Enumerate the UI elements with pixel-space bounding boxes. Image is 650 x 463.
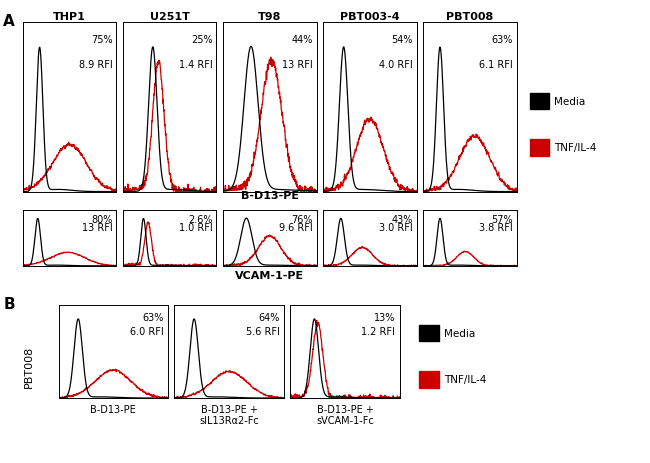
Text: 3.8 RFI: 3.8 RFI bbox=[479, 223, 513, 233]
Text: 25%: 25% bbox=[191, 35, 213, 45]
Text: B-D13-PE: B-D13-PE bbox=[240, 191, 299, 201]
Text: 6.0 RFI: 6.0 RFI bbox=[130, 326, 164, 336]
Text: 80%: 80% bbox=[91, 214, 112, 225]
Text: A: A bbox=[3, 14, 15, 29]
Text: 3.0 RFI: 3.0 RFI bbox=[379, 223, 413, 233]
Text: 63%: 63% bbox=[491, 35, 513, 45]
Text: 1.2 RFI: 1.2 RFI bbox=[361, 326, 395, 336]
Text: 63%: 63% bbox=[142, 312, 164, 322]
Text: B: B bbox=[3, 296, 15, 311]
Title: T98: T98 bbox=[258, 13, 281, 22]
Title: PBT008: PBT008 bbox=[447, 13, 493, 22]
Title: U251T: U251T bbox=[150, 13, 190, 22]
X-axis label: B-D13-PE: B-D13-PE bbox=[90, 404, 136, 414]
Text: Media: Media bbox=[554, 97, 586, 107]
Text: 8.9 RFI: 8.9 RFI bbox=[79, 60, 112, 70]
Title: PBT003-4: PBT003-4 bbox=[340, 13, 400, 22]
X-axis label: B-D13-PE +
sVCAM-1-Fc: B-D13-PE + sVCAM-1-Fc bbox=[316, 404, 374, 425]
Text: Media: Media bbox=[444, 328, 475, 338]
Text: 1.4 RFI: 1.4 RFI bbox=[179, 60, 213, 70]
Text: 13 RFI: 13 RFI bbox=[82, 223, 112, 233]
Title: THP1: THP1 bbox=[53, 13, 86, 22]
Text: 54%: 54% bbox=[391, 35, 413, 45]
Text: 76%: 76% bbox=[291, 214, 313, 225]
Text: 5.6 RFI: 5.6 RFI bbox=[246, 326, 280, 336]
Text: 64%: 64% bbox=[258, 312, 280, 322]
Text: PBT008: PBT008 bbox=[24, 344, 34, 387]
Text: TNF/IL-4: TNF/IL-4 bbox=[554, 143, 597, 153]
Text: 1.0 RFI: 1.0 RFI bbox=[179, 223, 213, 233]
Text: 75%: 75% bbox=[91, 35, 112, 45]
X-axis label: B-D13-PE +
sIL13Rα2-Fc: B-D13-PE + sIL13Rα2-Fc bbox=[200, 404, 259, 425]
Text: 43%: 43% bbox=[391, 214, 413, 225]
Text: 2.6%: 2.6% bbox=[188, 214, 213, 225]
Text: 9.6 RFI: 9.6 RFI bbox=[279, 223, 313, 233]
Text: 6.1 RFI: 6.1 RFI bbox=[479, 60, 513, 70]
Text: 13%: 13% bbox=[374, 312, 395, 322]
Text: VCAM-1-PE: VCAM-1-PE bbox=[235, 271, 304, 281]
Text: 4.0 RFI: 4.0 RFI bbox=[379, 60, 413, 70]
Text: 44%: 44% bbox=[291, 35, 313, 45]
Text: 13 RFI: 13 RFI bbox=[282, 60, 313, 70]
Text: 57%: 57% bbox=[491, 214, 513, 225]
Text: TNF/IL-4: TNF/IL-4 bbox=[444, 375, 486, 385]
